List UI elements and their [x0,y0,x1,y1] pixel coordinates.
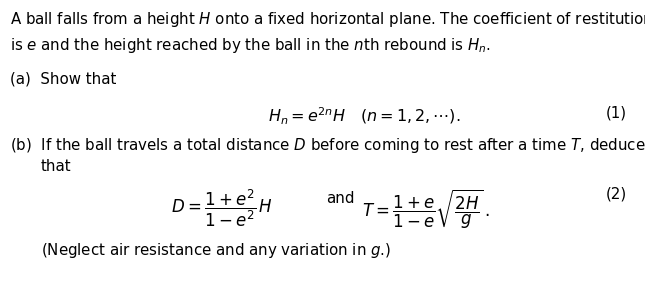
Text: and: and [326,191,354,206]
Text: (2): (2) [606,186,627,201]
Text: (1): (1) [606,106,627,121]
Text: is $e$ and the height reached by the ball in the $n$th rebound is $H_n$.: is $e$ and the height reached by the bal… [10,36,491,55]
Text: (Neglect air resistance and any variation in $g$.): (Neglect air resistance and any variatio… [41,241,391,260]
Text: A ball falls from a height $H$ onto a fixed horizontal plane. The coefficient of: A ball falls from a height $H$ onto a fi… [10,10,645,30]
Text: (a)  Show that: (a) Show that [10,72,117,86]
Text: (b)  If the ball travels a total distance $D$ before coming to rest after a time: (b) If the ball travels a total distance… [10,136,645,155]
Text: $T = \dfrac{1+e}{1-e}\sqrt{\dfrac{2H}{g}}\,.$: $T = \dfrac{1+e}{1-e}\sqrt{\dfrac{2H}{g}… [362,188,491,231]
Text: $D = \dfrac{1+e^2}{1-e^2}\, H$: $D = \dfrac{1+e^2}{1-e^2}\, H$ [171,188,273,229]
Text: that: that [41,159,71,173]
Text: $H_n = e^{2n} H \quad (n = 1, 2, \cdots).$: $H_n = e^{2n} H \quad (n = 1, 2, \cdots)… [268,106,460,127]
